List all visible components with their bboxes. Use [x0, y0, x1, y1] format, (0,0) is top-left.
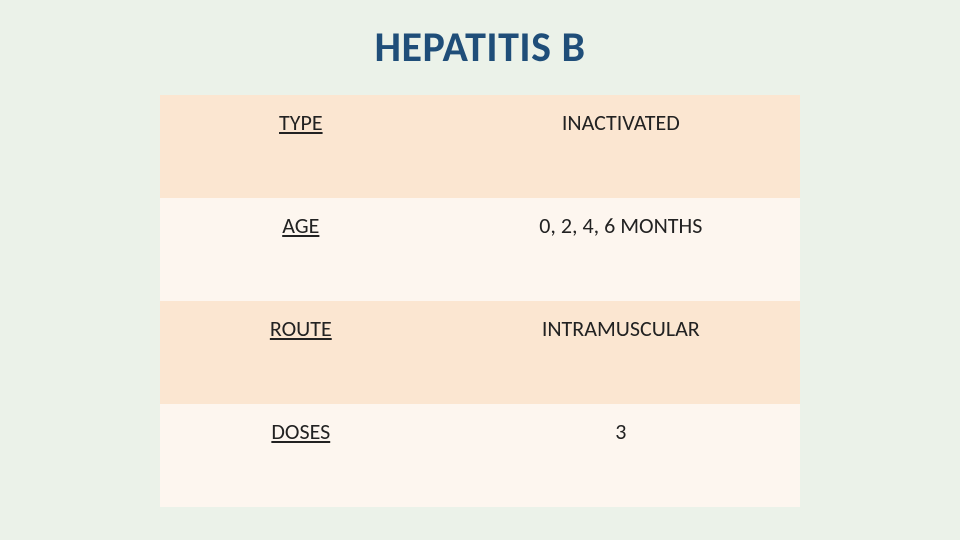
- table-row: TYPE INACTIVATED: [160, 95, 800, 198]
- row-label: AGE: [160, 198, 442, 301]
- table-row: AGE 0, 2, 4, 6 MONTHS: [160, 198, 800, 301]
- table-row: ROUTE INTRAMUSCULAR: [160, 301, 800, 404]
- row-value: 0, 2, 4, 6 MONTHS: [442, 198, 800, 301]
- table-row: DOSES 3: [160, 404, 800, 507]
- row-label: ROUTE: [160, 301, 442, 404]
- page-title: HEPATITIS B: [374, 22, 585, 73]
- info-table: TYPE INACTIVATED AGE 0, 2, 4, 6 MONTHS R…: [160, 95, 800, 507]
- row-value: INACTIVATED: [442, 95, 800, 198]
- row-label: TYPE: [160, 95, 442, 198]
- row-label: DOSES: [160, 404, 442, 507]
- row-value: 3: [442, 404, 800, 507]
- row-value: INTRAMUSCULAR: [442, 301, 800, 404]
